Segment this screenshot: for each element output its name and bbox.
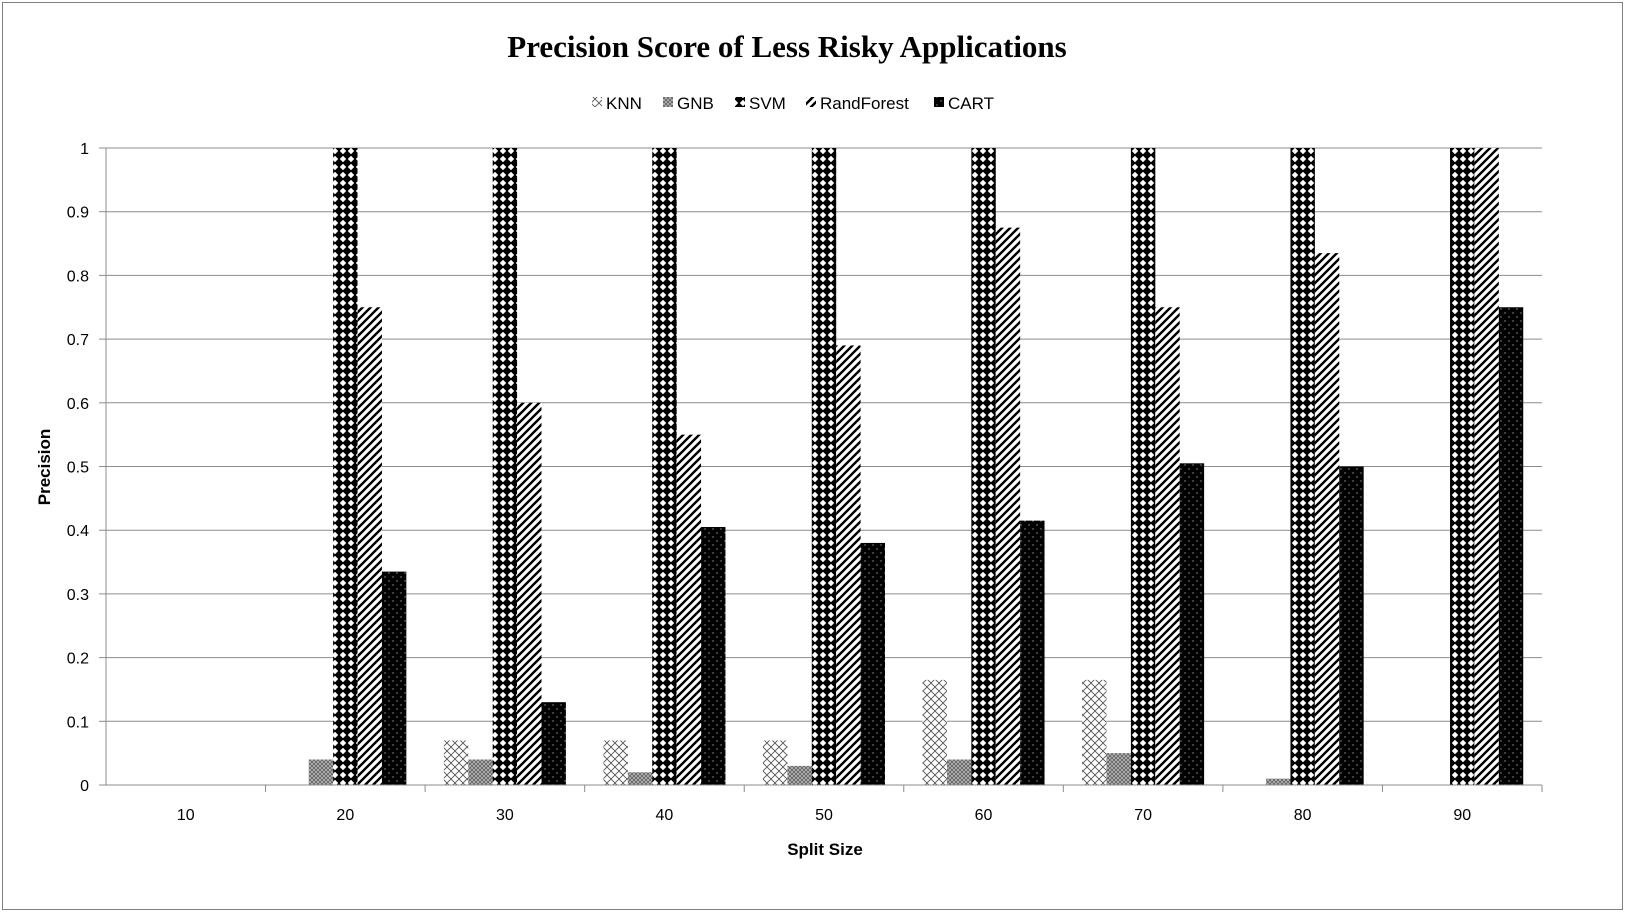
bar-randforest-70 xyxy=(1155,307,1180,785)
x-tick-labels: 10 20 30 40 50 60 70 80 90 xyxy=(177,807,1471,824)
y-tick-label: 1 xyxy=(80,141,89,158)
legend-swatch xyxy=(934,97,944,107)
y-tick-label: 0.9 xyxy=(67,205,89,222)
bar-cart-20 xyxy=(381,571,407,785)
bar-randforest-50 xyxy=(836,345,861,785)
x-tick-label: 20 xyxy=(336,807,354,824)
x-axis-label: Split Size xyxy=(787,840,863,859)
precision-bar-chart: Precision Score of Less Risky Applicatio… xyxy=(35,29,1543,859)
bar-svm-40 xyxy=(652,148,677,785)
bar-randforest-20 xyxy=(357,307,382,785)
bar-gnb-70 xyxy=(1106,753,1131,785)
legend-swatch xyxy=(735,97,745,107)
legend-swatch xyxy=(663,97,673,107)
bar-svm-20 xyxy=(333,148,358,785)
legend-item-knn: KNN xyxy=(592,94,642,113)
chart-legend: KNN GNB SVM RandForest CART xyxy=(592,94,994,113)
legend-swatch xyxy=(592,97,602,107)
bar-knn-40 xyxy=(603,740,628,785)
y-tick-label: 0.5 xyxy=(67,460,89,477)
legend-label: RandForest xyxy=(820,94,909,113)
bar-cart-90 xyxy=(1498,307,1524,785)
y-tick-label: 0.3 xyxy=(67,587,89,604)
x-tick-label: 10 xyxy=(177,807,195,824)
bar-knn-60 xyxy=(922,679,947,785)
x-tick-label: 90 xyxy=(1453,807,1471,824)
y-tick-labels: 0 0.1 0.2 0.3 0.4 0.5 0.6 0.7 0.8 0.9 1 xyxy=(67,141,89,795)
y-tick-label: 0.2 xyxy=(67,651,89,668)
y-tick-label: 0.4 xyxy=(67,523,89,540)
bars-group xyxy=(308,148,1524,786)
bar-cart-40 xyxy=(701,527,726,785)
legend-item-svm: SVM xyxy=(735,94,786,113)
y-axis-label: Precision xyxy=(35,429,54,506)
legend-swatch xyxy=(806,97,816,107)
x-tick-label: 40 xyxy=(656,807,674,824)
bar-gnb-20 xyxy=(308,759,334,785)
bar-knn-50 xyxy=(763,740,788,785)
bar-cart-30 xyxy=(541,702,566,785)
bar-gnb-50 xyxy=(787,765,812,785)
bar-knn-70 xyxy=(1082,679,1107,785)
bar-svm-50 xyxy=(811,148,837,785)
chart-title: Precision Score of Less Risky Applicatio… xyxy=(507,29,1066,64)
bar-gnb-30 xyxy=(468,759,493,785)
bar-randforest-40 xyxy=(676,434,702,785)
legend-item-cart: CART xyxy=(934,94,994,113)
axes xyxy=(99,147,1543,792)
bar-cart-60 xyxy=(1020,520,1045,785)
y-tick-label: 0.8 xyxy=(67,268,89,285)
bar-svm-60 xyxy=(971,148,996,785)
legend-label: CART xyxy=(948,94,994,113)
x-tick-label: 70 xyxy=(1134,807,1152,824)
y-tick-label: 0 xyxy=(80,778,89,795)
legend-item-randforest: RandForest xyxy=(806,94,909,113)
x-tick-label: 80 xyxy=(1294,807,1312,824)
bar-gnb-40 xyxy=(627,772,653,785)
bar-randforest-60 xyxy=(995,227,1021,785)
legend-label: KNN xyxy=(606,94,642,113)
bar-cart-50 xyxy=(860,542,885,785)
bar-svm-90 xyxy=(1450,148,1475,785)
bar-randforest-30 xyxy=(517,402,542,785)
bar-gnb-80 xyxy=(1266,778,1291,785)
x-tick-label: 50 xyxy=(815,807,833,824)
bar-cart-80 xyxy=(1339,466,1364,785)
legend-item-gnb: GNB xyxy=(663,94,714,113)
bar-gnb-60 xyxy=(946,759,972,785)
bar-svm-30 xyxy=(492,148,518,785)
y-tick-label: 0.7 xyxy=(67,332,89,349)
y-tick-label: 0.1 xyxy=(67,714,89,731)
y-tick-label: 0.6 xyxy=(67,396,89,413)
legend-label: SVM xyxy=(749,94,786,113)
x-tick-label: 60 xyxy=(975,807,993,824)
bar-cart-70 xyxy=(1179,463,1205,785)
bar-svm-70 xyxy=(1130,148,1156,785)
bar-knn-30 xyxy=(443,740,469,785)
bar-svm-80 xyxy=(1290,148,1315,785)
bar-randforest-80 xyxy=(1314,253,1340,786)
bar-randforest-90 xyxy=(1474,148,1499,785)
x-tick-label: 30 xyxy=(496,807,514,824)
legend-label: GNB xyxy=(677,94,714,113)
